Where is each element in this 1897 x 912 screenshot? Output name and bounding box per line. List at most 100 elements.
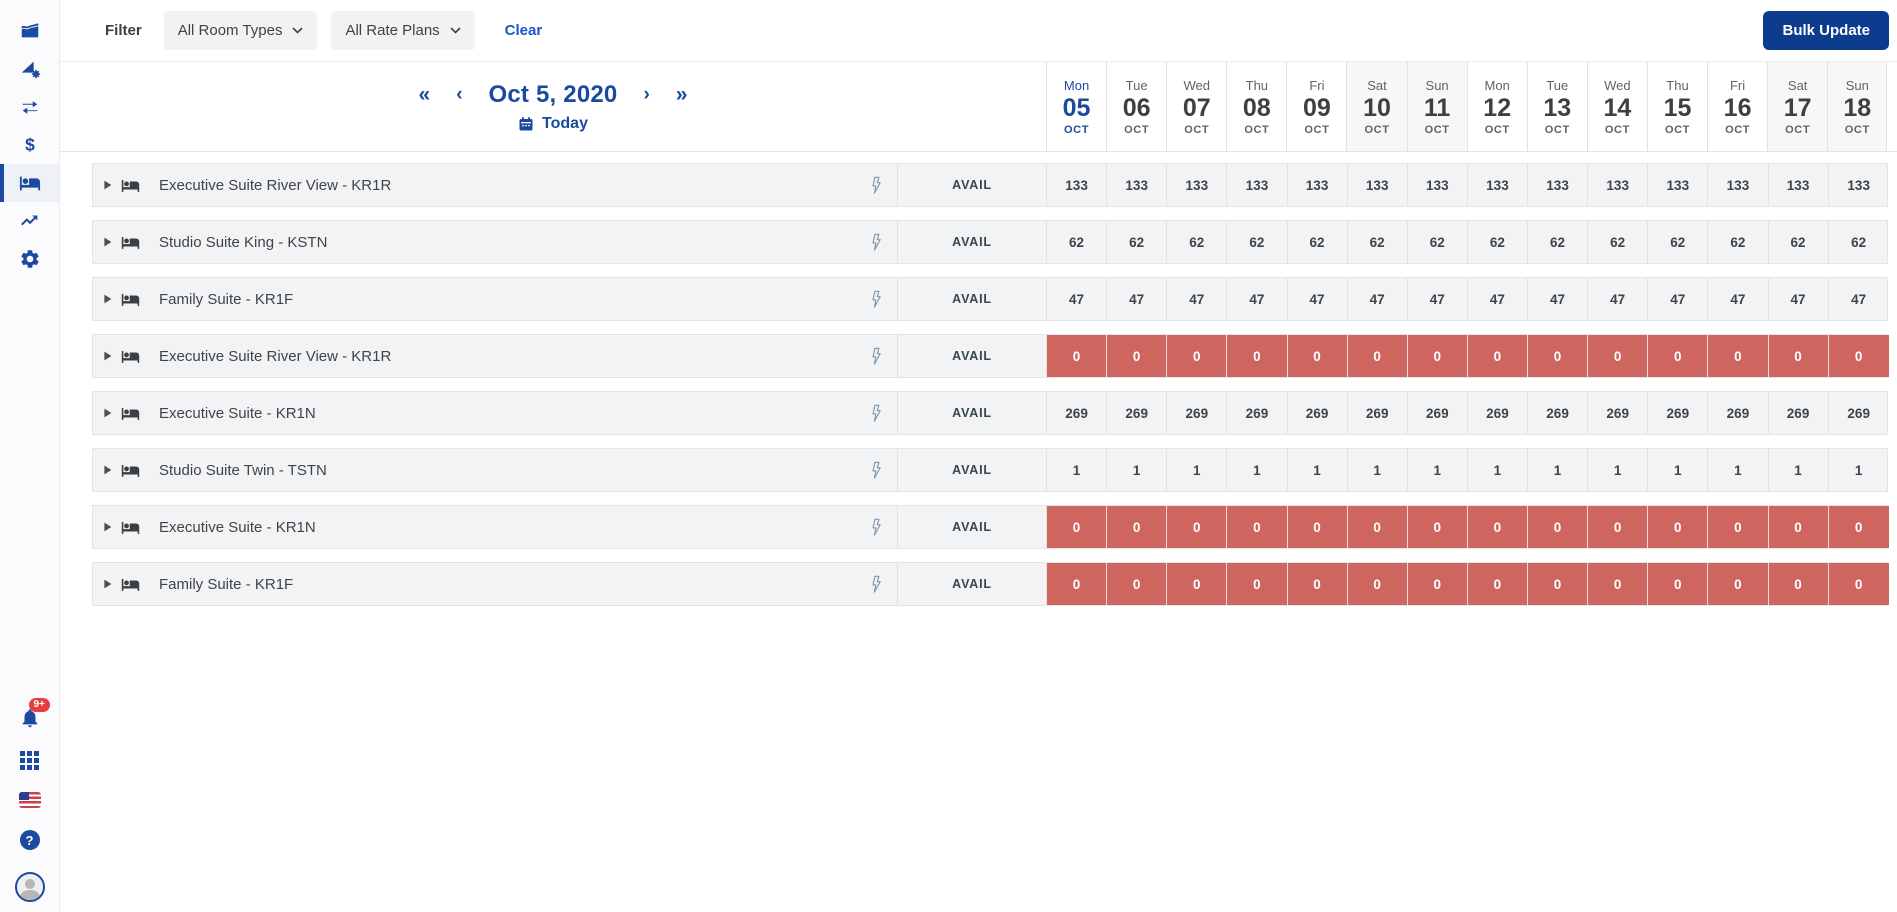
availability-value-cell[interactable]: 62	[1851, 234, 1867, 250]
flash-icon[interactable]	[869, 176, 884, 195]
availability-value-cell[interactable]: 1	[1648, 449, 1709, 491]
apps-menu-button[interactable]	[20, 751, 39, 770]
flash-icon[interactable]	[869, 518, 884, 537]
today-button[interactable]: Today	[518, 115, 588, 133]
availability-value-cell[interactable]: 47	[1648, 278, 1709, 320]
availability-value-cell[interactable]: 133	[1348, 164, 1408, 206]
availability-value-cell[interactable]: 269	[1468, 392, 1528, 434]
current-date[interactable]: Oct 5, 2020	[488, 80, 618, 108]
availability-value-cell[interactable]: 133	[1468, 164, 1528, 206]
sidebar-item-trends[interactable]	[0, 202, 59, 240]
flash-icon[interactable]	[869, 404, 884, 423]
availability-value-cell[interactable]: 133	[1588, 164, 1649, 206]
flash-icon[interactable]	[869, 575, 884, 594]
availability-value-cell[interactable]: 269	[1847, 405, 1870, 421]
availability-value-cell[interactable]: 1	[1408, 449, 1468, 491]
sidebar-item-dashboard[interactable]	[0, 12, 59, 50]
availability-value-cell[interactable]: 62	[1528, 221, 1589, 263]
availability-value-cell[interactable]: 0	[1528, 335, 1589, 377]
availability-value-cell[interactable]: 47	[1769, 278, 1829, 320]
availability-value-cell[interactable]: 0	[1708, 506, 1769, 548]
availability-value-cell[interactable]: 269	[1769, 392, 1829, 434]
availability-value-cell[interactable]: 62	[1769, 221, 1829, 263]
availability-value-cell[interactable]: 47	[1588, 278, 1649, 320]
availability-value-cell[interactable]: 133	[1227, 164, 1288, 206]
availability-value-cell[interactable]: 133	[1047, 164, 1108, 206]
availability-value-cell[interactable]: 0	[1347, 506, 1408, 548]
availability-value-cell[interactable]: 133	[1528, 164, 1589, 206]
expand-row-icon[interactable]	[100, 292, 114, 306]
bulk-update-button[interactable]: Bulk Update	[1763, 11, 1889, 50]
availability-value-cell[interactable]: 0	[1467, 335, 1528, 377]
availability-value-cell[interactable]: 47	[1708, 278, 1769, 320]
availability-value-cell[interactable]: 0	[1828, 335, 1889, 377]
clear-filters-link[interactable]: Clear	[504, 22, 543, 39]
availability-value-cell[interactable]: 1	[1588, 449, 1649, 491]
availability-value-cell[interactable]: 133	[1408, 164, 1468, 206]
availability-value-cell[interactable]: 0	[1047, 506, 1108, 548]
availability-value-cell[interactable]: 47	[1227, 278, 1288, 320]
availability-value-cell[interactable]: 269	[1408, 392, 1468, 434]
sidebar-item-availability[interactable]	[0, 164, 59, 202]
availability-value-cell[interactable]: 0	[1227, 335, 1288, 377]
availability-value-cell[interactable]: 0	[1828, 506, 1889, 548]
availability-value-cell[interactable]: 62	[1288, 221, 1348, 263]
flash-icon[interactable]	[869, 461, 884, 480]
availability-value-cell[interactable]: 269	[1528, 392, 1589, 434]
availability-value-cell[interactable]: 269	[1348, 392, 1408, 434]
availability-value-cell[interactable]: 133	[1769, 164, 1829, 206]
availability-value-cell[interactable]: 47	[1167, 278, 1228, 320]
availability-value-cell[interactable]: 0	[1648, 506, 1709, 548]
last-page-button[interactable]: »	[675, 83, 688, 106]
expand-row-icon[interactable]	[100, 520, 114, 534]
prev-day-button[interactable]: ‹	[456, 84, 463, 105]
availability-value-cell[interactable]: 0	[1708, 335, 1769, 377]
availability-value-cell[interactable]: 269	[1288, 392, 1348, 434]
availability-value-cell[interactable]: 1	[1167, 449, 1228, 491]
availability-value-cell[interactable]: 1	[1708, 449, 1769, 491]
availability-value-cell[interactable]: 1	[1107, 449, 1168, 491]
availability-value-cell[interactable]: 269	[1167, 392, 1228, 434]
availability-value-cell[interactable]: 0	[1167, 335, 1228, 377]
availability-value-cell[interactable]: 47	[1851, 291, 1867, 307]
availability-value-cell[interactable]: 1	[1528, 449, 1589, 491]
expand-row-icon[interactable]	[100, 406, 114, 420]
flash-icon[interactable]	[869, 347, 884, 366]
availability-value-cell[interactable]: 0	[1047, 335, 1108, 377]
availability-value-cell[interactable]: 0	[1467, 563, 1528, 605]
availability-value-cell[interactable]: 0	[1227, 563, 1288, 605]
availability-value-cell[interactable]: 1	[1348, 449, 1408, 491]
availability-value-cell[interactable]: 1	[1854, 462, 1863, 478]
availability-value-cell[interactable]: 1	[1047, 449, 1108, 491]
flash-icon[interactable]	[869, 290, 884, 309]
expand-row-icon[interactable]	[100, 235, 114, 249]
availability-value-cell[interactable]: 0	[1528, 506, 1589, 548]
availability-value-cell[interactable]: 269	[1047, 392, 1108, 434]
availability-value-cell[interactable]: 0	[1107, 335, 1168, 377]
availability-value-cell[interactable]: 133	[1167, 164, 1228, 206]
availability-value-cell[interactable]: 0	[1287, 335, 1348, 377]
availability-value-cell[interactable]: 1	[1769, 449, 1829, 491]
availability-value-cell[interactable]: 47	[1348, 278, 1408, 320]
expand-row-icon[interactable]	[100, 463, 114, 477]
notifications-button[interactable]: 9+	[19, 698, 50, 729]
availability-value-cell[interactable]: 0	[1528, 563, 1589, 605]
rate-plans-dropdown[interactable]: All Rate Plans	[331, 11, 475, 50]
availability-value-cell[interactable]: 62	[1348, 221, 1408, 263]
availability-value-cell[interactable]: 0	[1407, 335, 1468, 377]
availability-value-cell[interactable]: 62	[1648, 221, 1709, 263]
availability-value-cell[interactable]: 0	[1287, 506, 1348, 548]
availability-value-cell[interactable]: 0	[1768, 563, 1829, 605]
availability-value-cell[interactable]: 1	[1288, 449, 1348, 491]
availability-value-cell[interactable]: 0	[1167, 563, 1228, 605]
availability-value-cell[interactable]: 269	[1648, 392, 1709, 434]
availability-value-cell[interactable]: 0	[1347, 563, 1408, 605]
availability-value-cell[interactable]: 0	[1588, 506, 1649, 548]
availability-value-cell[interactable]: 133	[1708, 164, 1769, 206]
sidebar-item-performance[interactable]	[0, 50, 59, 88]
availability-value-cell[interactable]: 62	[1708, 221, 1769, 263]
availability-value-cell[interactable]: 0	[1588, 335, 1649, 377]
availability-value-cell[interactable]: 0	[1227, 506, 1288, 548]
availability-value-cell[interactable]: 0	[1407, 506, 1468, 548]
availability-value-cell[interactable]: 62	[1167, 221, 1228, 263]
